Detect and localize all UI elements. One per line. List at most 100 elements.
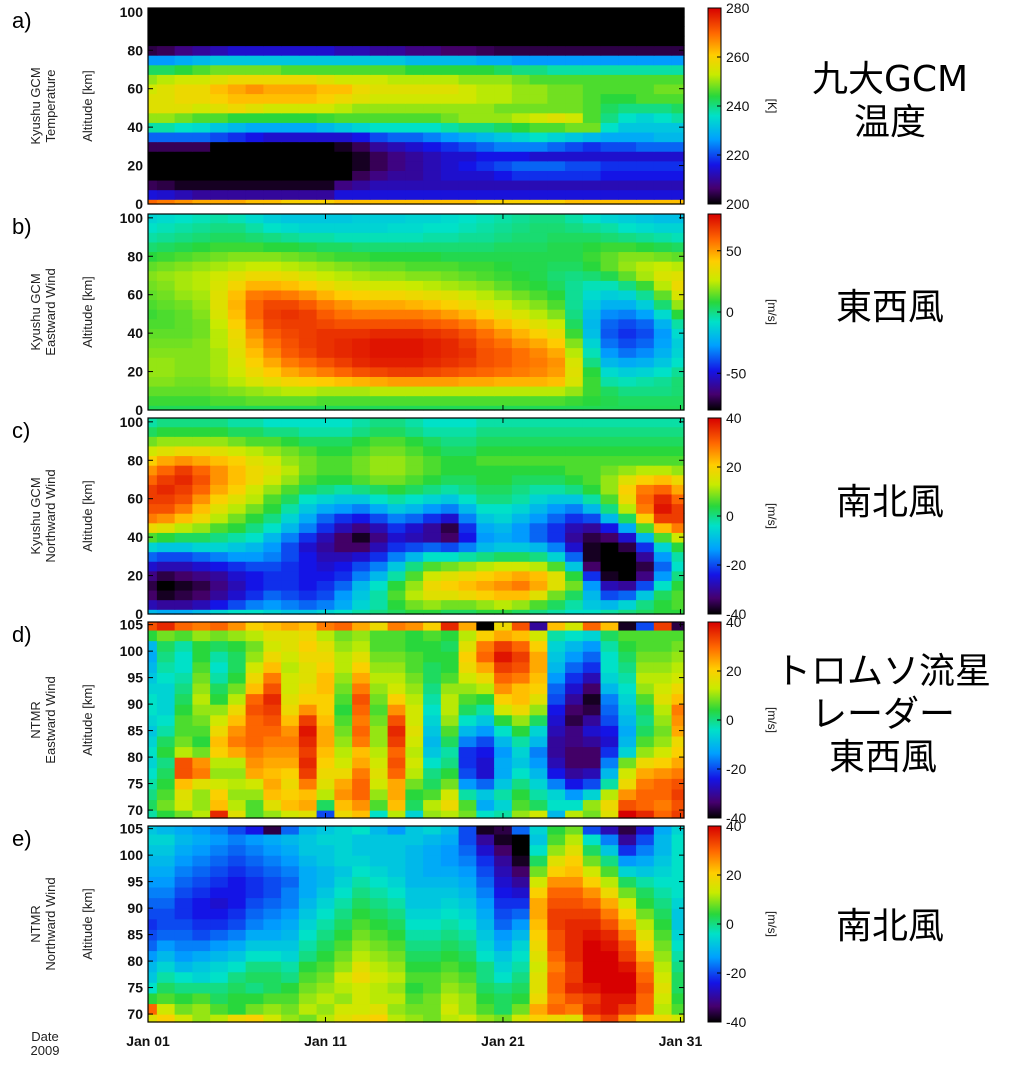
heatmap-cell [156,376,176,387]
heatmap-cell [565,426,584,437]
heatmap-cell [547,532,566,543]
heatmap-cell [245,640,264,652]
heatmap-cell [387,767,406,779]
heatmap-cell [600,767,619,779]
heatmap-cell [529,651,548,663]
heatmap-cell [458,35,477,47]
heatmap-cell [245,833,264,846]
heatmap-cell [600,122,619,133]
heatmap-cell [476,26,495,37]
heatmap-cell [440,714,460,726]
heatmap-cell [423,651,442,663]
heatmap-cell [440,318,460,329]
heatmap-cell [653,826,673,835]
heatmap-cell [600,672,619,684]
heatmap-cell [476,251,495,262]
heatmap-cell [423,357,442,368]
y-tick-label: 70 [127,1006,143,1022]
heatmap-cell [565,961,584,973]
heatmap-cell [227,493,247,505]
heatmap-cell [653,347,673,358]
heatmap-cell [405,513,424,524]
heatmap-cell [511,746,531,758]
heatmap-cell [671,318,685,329]
heatmap-cell [156,833,176,846]
heatmap-cell [334,570,353,581]
heatmap-cell [458,961,477,973]
heatmap-cell [458,328,477,339]
heatmap-cell [263,8,282,18]
heatmap-cell [245,599,264,610]
heatmap-cell [671,704,685,716]
heatmap-cell [565,788,584,801]
heatmap-cell [440,55,460,66]
heatmap-cell [476,833,495,846]
heatmap-cell [582,93,602,104]
heatmap-cell [600,865,619,877]
heatmap-cell [458,357,477,368]
heatmap-cell [369,55,389,66]
heatmap-cell [582,199,602,205]
heatmap-cell [423,493,442,505]
heatmap-cell [547,599,566,610]
heatmap-cell [458,640,477,652]
annotation-line: 南北風 [835,906,944,947]
heatmap-cell [281,151,300,162]
heatmap-cell [494,55,513,66]
heatmap-cell [618,45,637,56]
heatmap-cell [476,844,495,856]
heatmap-cell [565,199,584,205]
heatmap-cell [511,289,531,301]
heatmap-cell [281,405,300,411]
heatmap-cell [494,876,513,888]
heatmap-cell [405,651,424,663]
heatmap-cell [600,844,619,856]
heatmap-cell [227,64,247,75]
heatmap-cell [511,778,531,790]
heatmap-cell [565,580,584,591]
heatmap-cell [618,522,637,533]
heatmap-cell [227,214,247,224]
heatmap-cell [565,629,584,642]
heatmap-cell [458,570,477,581]
heatmap-cell [423,16,442,27]
heatmap-cell [148,693,158,705]
heatmap-cell [387,561,406,572]
heatmap-cell [245,826,264,835]
heatmap-cell [263,189,282,200]
heatmap-cell [494,474,513,485]
heatmap-cell [636,493,655,505]
heatmap-cell [458,376,477,387]
heatmap-cell [387,199,406,205]
heatmap-cell [174,503,193,514]
heatmap-cell [565,704,584,716]
heatmap-cell [210,897,229,909]
heatmap-cell [440,810,460,819]
heatmap-cell [476,629,495,642]
heatmap-cell [565,1003,584,1015]
heatmap-cell [281,318,300,329]
heatmap-cell [334,436,353,447]
heatmap-cell [316,833,335,846]
heatmap-cell [565,661,584,673]
heatmap-cell [227,465,247,476]
heatmap-cell [245,561,264,572]
heatmap-cell [440,651,460,663]
heatmap-cell [192,810,211,819]
heatmap-cell [565,385,584,397]
heatmap-cell [440,1003,460,1015]
heatmap-cell [440,299,460,310]
heatmap-cell [210,64,229,75]
heatmap-cell [281,622,300,631]
heatmap-cell [263,561,282,572]
heatmap-cell [529,347,548,358]
heatmap-cell [405,799,424,811]
heatmap-cell [334,778,353,790]
heatmap-cell [210,693,229,705]
heatmap-cell [298,83,318,95]
heatmap-cell [440,609,460,615]
y-tick-label: 20 [127,364,143,380]
heatmap-cell [298,767,318,779]
heatmap-cell [352,385,371,397]
heatmap-cell [547,609,566,615]
